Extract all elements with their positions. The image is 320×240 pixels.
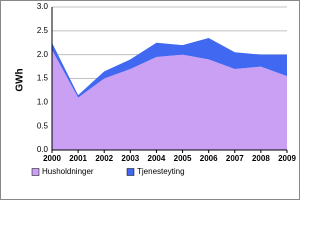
y-axis-label: GWh <box>15 68 26 91</box>
x-tick-label: 2002 <box>95 154 113 163</box>
legend-swatch <box>31 168 40 176</box>
area <box>52 49 287 150</box>
x-tick-label: 2008 <box>252 154 270 163</box>
y-tick-label: 1.5 <box>37 74 49 83</box>
y-tick-label: 2.5 <box>37 26 49 35</box>
y-tick-label: 0.5 <box>37 121 49 130</box>
legend-label: Husholdninger <box>42 167 94 176</box>
x-tick-label: 2007 <box>226 154 244 163</box>
x-tick-label: 2004 <box>148 154 166 163</box>
area <box>52 37 287 98</box>
x-tick-label: 2000 <box>43 154 61 163</box>
y-tick-label: 2.0 <box>37 50 49 59</box>
x-tick-label: 2005 <box>174 154 192 163</box>
x-tick-label: 2006 <box>200 154 218 163</box>
x-tick-label: 2001 <box>69 154 87 163</box>
y-tick-label: 1.0 <box>37 97 49 106</box>
chart: GWh 0.0 0.5 1.0 1.5 2.0 2.5 3.0 2000 2001 2002 200… <box>0 0 300 200</box>
y-tick-label: 3.0 <box>37 2 49 11</box>
legend-swatch <box>126 168 135 176</box>
y-tick-label: 0.0 <box>37 145 49 154</box>
legend-label: Tjenesteyting <box>137 167 185 176</box>
x-tick-label: 2009 <box>278 154 296 163</box>
x-tick-label: 2003 <box>121 154 139 163</box>
